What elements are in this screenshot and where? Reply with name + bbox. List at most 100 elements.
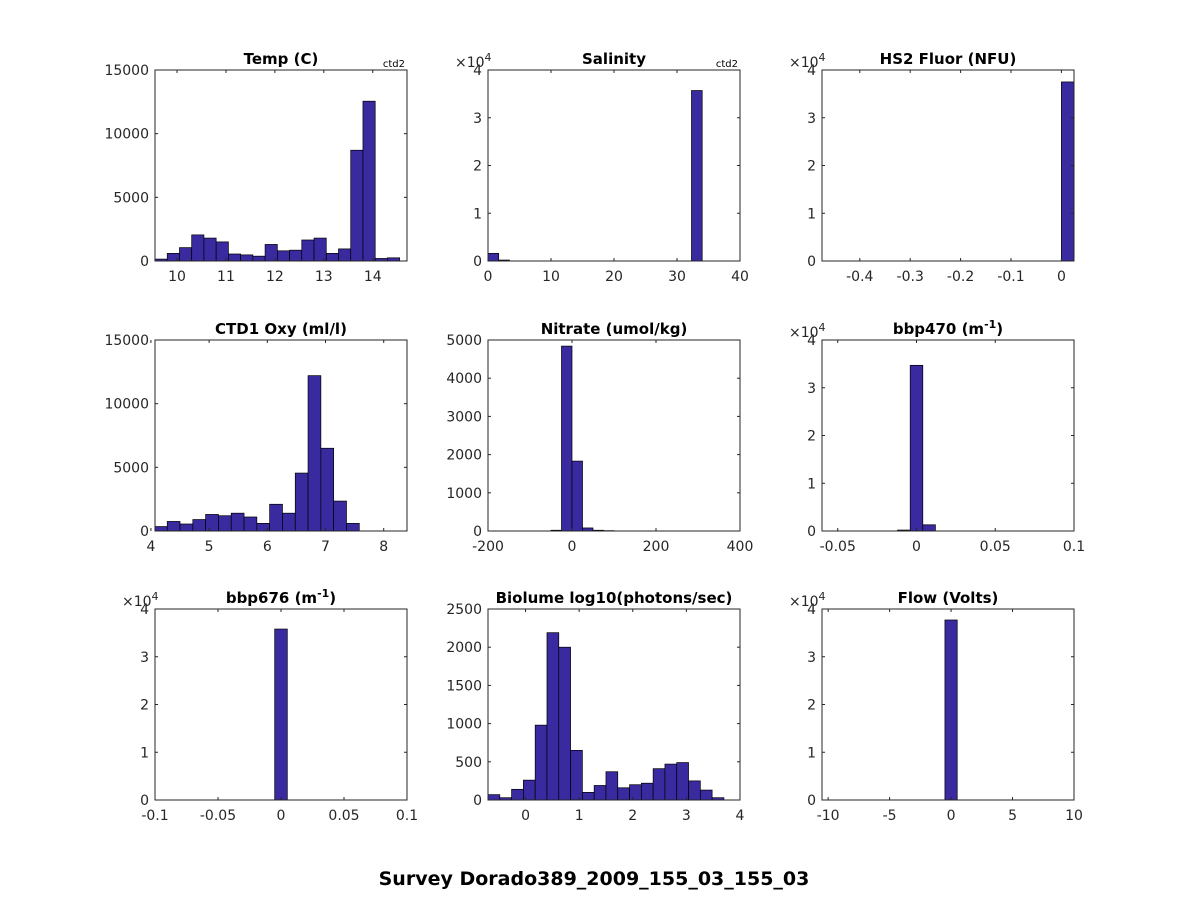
chart-panel-5: -200 0 200 400010002000300040005000Nitrate … — [446, 320, 753, 555]
x-tick-label: 14 — [364, 269, 382, 285]
y-tick-label: 0 — [807, 254, 816, 270]
plot-area — [155, 340, 407, 531]
histogram-bar — [909, 364, 924, 532]
histogram-bar — [218, 515, 232, 532]
x-tick-label: -0.2 — [947, 269, 974, 285]
x-tick-label: -10 — [817, 808, 840, 824]
histogram-bar — [605, 771, 619, 801]
x-tick-label: 11 — [217, 269, 235, 285]
x-tick-label: 10 — [1065, 808, 1083, 824]
x-tick-label: 5 — [205, 539, 214, 555]
histogram-bar — [179, 247, 193, 262]
x-tick-label: -0.3 — [897, 269, 924, 285]
chart-title: Salinity — [582, 50, 646, 68]
y-tick-label: 4 — [807, 333, 816, 349]
histogram-bar — [301, 239, 315, 262]
y-tick-label: 5000 — [446, 333, 482, 349]
x-tick-label: 0 — [1057, 269, 1066, 285]
y-tick-label: 2 — [807, 159, 816, 175]
histogram-bar — [534, 724, 548, 801]
y-tick-label: 1 — [140, 745, 149, 761]
x-tick-label: 0 — [521, 808, 530, 824]
histogram-bar — [362, 100, 376, 262]
corner-label: ctd2 — [716, 59, 738, 70]
plot-area — [822, 340, 1074, 531]
y-tick-label: 3 — [807, 381, 816, 397]
x-tick-label: 10 — [168, 269, 186, 285]
y-tick-label: 0 — [807, 793, 816, 809]
x-tick-label: 0 — [568, 539, 577, 555]
histogram-bar — [243, 516, 258, 532]
x-tick-label: 2 — [628, 808, 637, 824]
y-tick-label: 4 — [473, 63, 482, 79]
histogram-bar — [617, 787, 630, 801]
y-tick-label: 2 — [473, 159, 482, 175]
y-axis-multiplier: ×104 — [789, 590, 826, 610]
histogram-bar — [350, 149, 364, 262]
histogram-bar — [294, 472, 309, 532]
histogram-bar — [582, 792, 595, 801]
y-tick-label: 500 — [455, 755, 482, 771]
x-tick-label: -0.1 — [141, 808, 168, 824]
y-tick-label: 4000 — [446, 371, 482, 387]
histogram-bar — [593, 785, 607, 801]
x-tick-label: -0.1 — [997, 269, 1024, 285]
x-tick-label: 400 — [727, 539, 754, 555]
histogram-bar — [629, 784, 642, 801]
y-tick-label: 1000 — [446, 486, 482, 502]
histogram-bar — [511, 788, 524, 801]
y-tick-label: 15000 — [104, 63, 149, 79]
histogram-bar — [325, 253, 339, 262]
y-tick-label: 2000 — [446, 640, 482, 656]
histogram-bar — [699, 789, 713, 801]
chart-title: Nitrate (umol/kg) — [541, 320, 688, 338]
histogram-bar — [274, 628, 288, 801]
histogram-bar — [166, 521, 181, 532]
histogram-bar — [282, 512, 296, 532]
histogram-bar — [346, 523, 360, 532]
x-tick-label: 40 — [731, 269, 749, 285]
y-tick-label: 3 — [807, 111, 816, 127]
x-tick-label: 7 — [321, 539, 330, 555]
x-tick-label: 5 — [1008, 808, 1017, 824]
y-tick-label: 2500 — [446, 602, 482, 618]
x-tick-label: -0.4 — [846, 269, 873, 285]
chart-panel-3: -0.4 -0.3 -0.2 -0.1 0 0 1 2 3 4×104 HS2 Fluor (NFU… — [789, 50, 1075, 285]
histogram-bar — [179, 523, 194, 532]
y-tick-label: 0 — [140, 793, 149, 809]
histogram-bar — [652, 768, 666, 801]
x-tick-label: 0 — [484, 269, 493, 285]
chart-title: Flow (Volts) — [898, 589, 999, 607]
x-tick-label: 8 — [379, 539, 388, 555]
y-tick-label: 5000 — [113, 460, 149, 476]
x-tick-label: 0 — [277, 808, 286, 824]
x-tick-label: -5 — [883, 808, 897, 824]
y-tick-label: 3 — [807, 650, 816, 666]
y-tick-label: 0 — [473, 524, 482, 540]
histogram-bar — [215, 241, 229, 262]
x-tick-label: 20 — [605, 269, 623, 285]
histogram-bar — [228, 253, 241, 262]
histogram-bar — [203, 237, 217, 262]
plot-area — [822, 70, 1074, 261]
chart-title: bbp470 (m-1) — [893, 318, 1003, 338]
y-tick-label: 1 — [807, 206, 816, 222]
x-tick-label: -200 — [472, 539, 504, 555]
histogram-bar — [691, 90, 703, 262]
y-tick-label: 1 — [807, 745, 816, 761]
chart-title: Biolume log10(photons/sec) — [496, 589, 733, 607]
histogram-bar — [664, 763, 678, 801]
chart-panel-1: 10 11 12 13 14 0 5000 10000 15000 Temp (C) ctd2 — [104, 50, 408, 285]
y-tick-label: 0 — [473, 254, 482, 270]
histogram-bar — [192, 519, 206, 532]
y-tick-label: 15000 — [104, 333, 149, 349]
x-tick-label: 30 — [668, 269, 686, 285]
y-tick-label: 0 — [473, 793, 482, 809]
y-tick-label: 10000 — [104, 127, 149, 143]
y-tick-label: 4 — [807, 602, 816, 618]
chart-panel-9: -10 -5 0 5 10 0 1 2 3 4×104 Flow (Volts) — [789, 589, 1083, 824]
y-tick-label: 5000 — [113, 190, 149, 206]
figure-suptitle: Survey Dorado389_2009_155_03_155_03 — [378, 868, 810, 890]
y-tick-label: 4 — [807, 63, 816, 79]
